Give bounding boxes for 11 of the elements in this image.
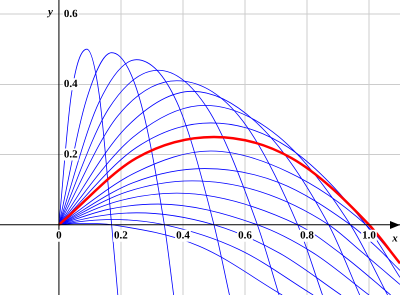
y-tick-label: 0.6	[64, 8, 78, 20]
y-axis-title: y	[46, 6, 54, 18]
x-tick-label: 1.0	[362, 230, 376, 242]
y-tick-label: 0.4	[64, 78, 78, 90]
y-tick-label: 0.2	[64, 148, 78, 160]
x-tick-label: 0.6	[238, 230, 252, 242]
x-tick-label: 0.2	[114, 230, 128, 242]
x-tick-label: 0.8	[300, 230, 314, 242]
x-tick-label: 0.4	[176, 230, 190, 242]
x-axis-title: x	[391, 232, 398, 245]
x-tick-label: 0	[56, 230, 62, 242]
